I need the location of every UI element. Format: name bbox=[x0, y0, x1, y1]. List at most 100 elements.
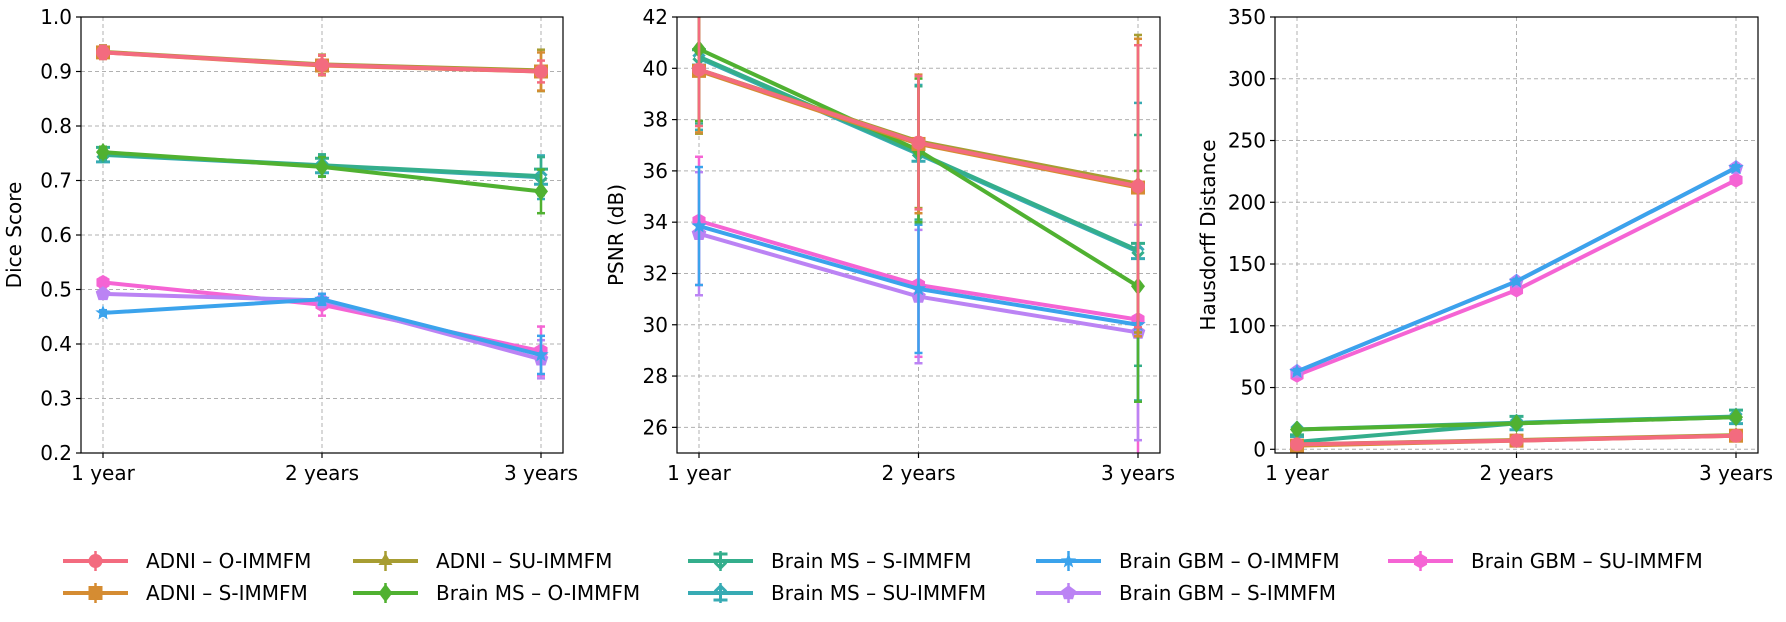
data-point bbox=[1131, 179, 1145, 194]
y-axis-label: PSNR (dB) bbox=[604, 184, 628, 286]
y-tick-label: 0.6 bbox=[40, 223, 72, 247]
legend-item: ADNI – S-IMMFM bbox=[63, 581, 308, 605]
series-3 bbox=[96, 143, 548, 215]
data-point bbox=[315, 57, 329, 72]
legend-label: Brain GBM – O-IMMFM bbox=[1119, 549, 1340, 573]
y-tick-label: 350 bbox=[1228, 5, 1266, 29]
data-point bbox=[910, 280, 927, 296]
data-point bbox=[95, 286, 111, 301]
y-tick-label: 0.5 bbox=[40, 278, 72, 302]
panel-hausdorff: 0 50 100 150 200 250 300 350 1 year 2 years 3 year… bbox=[1196, 5, 1773, 485]
y-tick-label: 250 bbox=[1228, 129, 1266, 153]
plot-area bbox=[691, 17, 1146, 453]
data-point bbox=[1290, 420, 1304, 439]
plot-area bbox=[95, 43, 549, 380]
data-point bbox=[533, 346, 549, 362]
y-tick-label: 40 bbox=[643, 56, 668, 80]
legend-item: ADNI – O-IMMFM bbox=[63, 549, 311, 573]
legend-marker bbox=[378, 552, 393, 566]
data-point bbox=[534, 64, 548, 79]
y-tick-label: 1.0 bbox=[40, 5, 72, 29]
legend-marker bbox=[1061, 585, 1076, 600]
y-tick-label: 32 bbox=[643, 261, 668, 285]
x-tick-label: 3 years bbox=[504, 461, 578, 485]
series-0 bbox=[692, 17, 1145, 329]
x-tick-label: 3 years bbox=[1699, 461, 1773, 485]
legend-marker bbox=[378, 583, 393, 603]
legend-item: Brain MS – O-IMMFM bbox=[353, 581, 640, 605]
data-point bbox=[1728, 159, 1744, 175]
legend-item: Brain MS – SU-IMMFM bbox=[688, 581, 986, 605]
y-tick-label: 26 bbox=[643, 415, 668, 439]
legend: ADNI – O-IMMFM ADNI – S-IMMFM ADNI – SU-IM… bbox=[63, 549, 1703, 605]
data-point bbox=[911, 135, 926, 150]
x-tick-label: 2 years bbox=[1479, 461, 1553, 485]
data-point bbox=[1729, 428, 1743, 443]
series-0 bbox=[96, 44, 548, 84]
y-axis-label: Hausdorff Distance bbox=[1196, 139, 1220, 330]
y-tick-label: 34 bbox=[643, 210, 668, 234]
legend-item: Brain GBM – S-IMMFM bbox=[1036, 581, 1336, 605]
x-tick-label: 3 years bbox=[1101, 461, 1175, 485]
y-tick-label: 0.2 bbox=[40, 441, 72, 465]
legend-item: Brain MS – S-IMMFM bbox=[688, 549, 972, 573]
y-tick-label: 0.9 bbox=[40, 60, 72, 84]
data-point bbox=[96, 143, 110, 162]
x-tick-label: 2 years bbox=[285, 461, 359, 485]
panel-psnr: 26 28 30 32 34 36 38 40 42 1 year 2 years 3 years PS… bbox=[604, 5, 1175, 485]
data-point bbox=[314, 291, 330, 306]
legend-marker bbox=[1413, 553, 1428, 569]
y-tick-label: 150 bbox=[1228, 252, 1266, 276]
legend-marker bbox=[88, 554, 103, 568]
series-0 bbox=[1290, 428, 1743, 452]
legend-marker bbox=[1060, 552, 1077, 568]
data-point bbox=[1509, 433, 1524, 448]
plot-area bbox=[1289, 159, 1744, 453]
series-3 bbox=[1290, 408, 1743, 439]
series-6 bbox=[1289, 159, 1744, 378]
legend-label: Brain GBM – SU-IMMFM bbox=[1471, 549, 1703, 573]
x-tick-label: 1 year bbox=[667, 461, 731, 485]
legend-item: Brain GBM – O-IMMFM bbox=[1036, 549, 1340, 573]
x-tick-label: 1 year bbox=[1265, 461, 1329, 485]
legend-label: ADNI – SU-IMMFM bbox=[436, 549, 612, 573]
panel-dice: 0.2 0.3 0.4 0.5 0.6 0.7 0.8 0.9 1.0 1 year 2 years… bbox=[2, 5, 578, 485]
y-tick-label: 0.8 bbox=[40, 114, 72, 138]
data-point bbox=[96, 45, 110, 60]
x-tick-label: 1 year bbox=[71, 461, 135, 485]
legend-item: ADNI – SU-IMMFM bbox=[353, 549, 612, 573]
y-tick-label: 36 bbox=[643, 159, 668, 183]
legend-marker bbox=[713, 583, 728, 602]
y-tick-label: 28 bbox=[643, 364, 668, 388]
y-tick-label: 300 bbox=[1228, 67, 1266, 91]
legend-label: Brain GBM – S-IMMFM bbox=[1119, 581, 1336, 605]
y-tick-label: 0.7 bbox=[40, 169, 72, 193]
data-point bbox=[95, 304, 111, 320]
y-tick-label: 42 bbox=[643, 5, 668, 29]
y-axis-label: Dice Score bbox=[2, 182, 26, 289]
data-point bbox=[1508, 273, 1525, 288]
data-point bbox=[96, 274, 110, 290]
legend-label: Brain MS – SU-IMMFM bbox=[771, 581, 986, 605]
data-point bbox=[692, 62, 706, 77]
data-point bbox=[1289, 363, 1305, 378]
y-tick-label: 200 bbox=[1228, 190, 1266, 214]
y-tick-label: 38 bbox=[643, 108, 668, 132]
legend-label: ADNI – S-IMMFM bbox=[146, 581, 308, 605]
y-tick-label: 30 bbox=[643, 313, 668, 337]
data-point bbox=[1729, 408, 1743, 427]
y-tick-label: 0.3 bbox=[40, 387, 72, 411]
series-6 bbox=[95, 291, 549, 376]
data-point bbox=[1509, 414, 1524, 433]
x-tick-label: 2 years bbox=[881, 461, 955, 485]
data-point bbox=[1729, 172, 1743, 188]
legend-marker bbox=[713, 552, 728, 571]
data-point bbox=[315, 157, 329, 176]
y-tick-label: 0.4 bbox=[40, 332, 72, 356]
y-tick-label: 0 bbox=[1253, 437, 1266, 461]
data-point bbox=[534, 182, 548, 201]
legend-label: ADNI – O-IMMFM bbox=[146, 549, 311, 573]
legend-item: Brain GBM – SU-IMMFM bbox=[1388, 549, 1703, 573]
legend-label: Brain MS – S-IMMFM bbox=[771, 549, 972, 573]
y-tick-label: 100 bbox=[1228, 314, 1266, 338]
